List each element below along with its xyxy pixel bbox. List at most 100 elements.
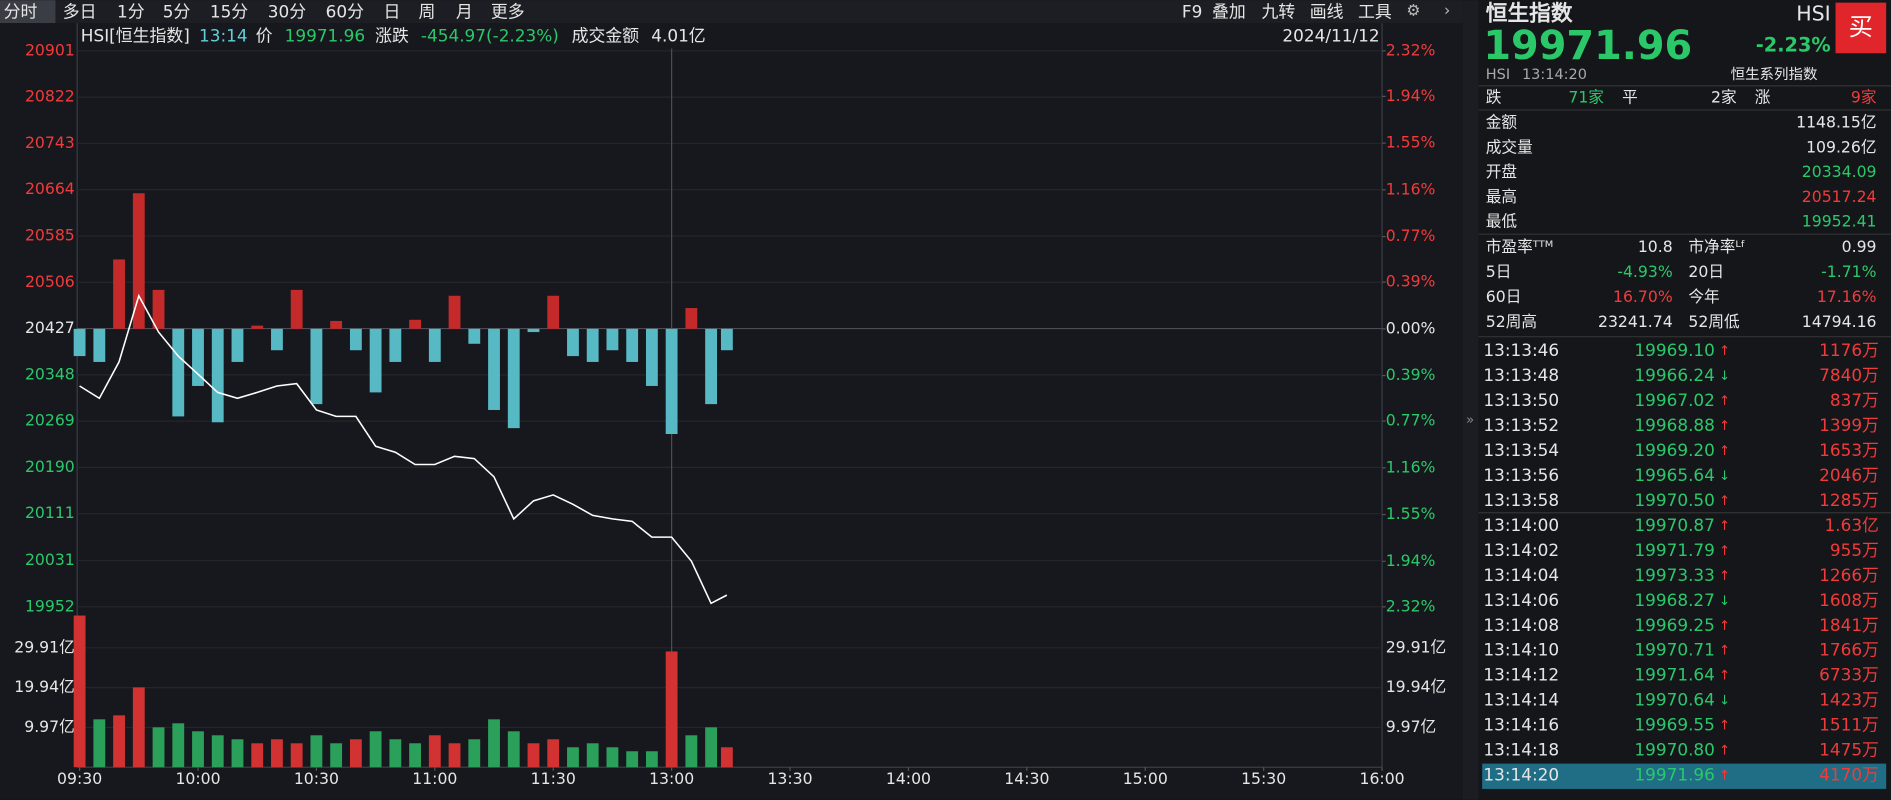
symbol: HSI[恒生指数] (81, 25, 190, 45)
change: -454.97(-2.23%) (421, 25, 559, 45)
stat-label: 开盘 (1486, 162, 1517, 181)
diff-bar (468, 328, 481, 344)
more-arrow[interactable]: › (1444, 1, 1450, 20)
trade-volume: 7840万 (1819, 365, 1879, 385)
x-tick-label: 10:30 (294, 769, 339, 788)
trade-arrow: ↑ (1719, 644, 1730, 659)
volume-bar (626, 751, 639, 768)
y2-tick-label: 1.55% (1386, 504, 1436, 523)
y-tick-label: 20031 (25, 550, 75, 569)
buy-button[interactable] (1835, 2, 1887, 54)
trade-volume: 1285万 (1819, 490, 1879, 510)
trade-price: 19970.50 (1634, 490, 1715, 510)
tool-button[interactable]: 工具 (1358, 1, 1392, 21)
index-price: 19971.96 (1483, 23, 1692, 69)
trade-arrow: ↑ (1719, 569, 1730, 584)
trade-time: 13:13:50 (1483, 390, 1559, 410)
y-tick-label: 19952 (25, 596, 75, 615)
stat-value: 1148.15亿 (1796, 113, 1876, 132)
volume-bar (606, 747, 619, 768)
y-tick-label: 20506 (25, 272, 75, 291)
price-label: 价 (256, 25, 273, 45)
trade-price: 19968.88 (1634, 415, 1715, 435)
trade-price: 19967.02 (1634, 390, 1715, 410)
trade-time: 13:14:20 (1483, 765, 1559, 785)
period-tab[interactable]: 5分 (163, 1, 191, 21)
trade-volume: 1.63亿 (1824, 515, 1878, 535)
trade-price: 19968.27 (1634, 590, 1715, 610)
ratio-value: 0.99 (1842, 237, 1877, 256)
series-name: 恒生系列指数 (1731, 66, 1818, 83)
volume-tick-label: 29.91亿 (14, 637, 74, 656)
diff-bar (488, 328, 500, 410)
volume-bar (231, 739, 244, 768)
period-tab[interactable]: 周 (418, 1, 435, 21)
breadth-value: 71家 (1568, 87, 1604, 106)
diff-bar (172, 328, 185, 417)
stat-label: 金额 (1486, 113, 1518, 132)
splitter[interactable] (1462, 0, 1479, 800)
ratio-label: 市盈率ᵀᵀᴹ (1486, 237, 1554, 256)
settings-icon[interactable]: ⚙ (1406, 1, 1420, 20)
diff-bar (547, 295, 560, 329)
chart-panel (0, 23, 1463, 800)
tool-button[interactable]: 叠加 (1212, 1, 1246, 21)
period-tab[interactable]: 15分 (210, 1, 248, 21)
diff-bar (409, 319, 422, 329)
tool-button[interactable]: 九转 (1261, 1, 1295, 21)
volume-tick-label: 9.97亿 (24, 717, 75, 736)
volume-tick-label: 19.94亿 (14, 677, 74, 696)
ratio-value: 10.8 (1638, 237, 1673, 256)
ratio-value: -1.71% (1821, 262, 1877, 281)
trade-volume: 2046万 (1819, 465, 1879, 485)
y2-tick-label: 0.77% (1386, 226, 1436, 245)
trade-time: 13:14:18 (1483, 740, 1559, 760)
trade-arrow: ↑ (1719, 344, 1730, 359)
period-tab[interactable]: 60分 (326, 1, 364, 21)
ratio-label: 今年 (1688, 287, 1719, 306)
ratio-label: 市净率ᴸᶠ (1688, 237, 1745, 256)
stat-value: 109.26亿 (1806, 137, 1876, 156)
diff-bar (507, 328, 520, 429)
trade-arrow: ↑ (1719, 744, 1730, 759)
y-tick-label: 20664 (25, 179, 75, 198)
trade-time: 13:14:14 (1483, 690, 1559, 710)
trade-time: 13:14:02 (1483, 540, 1559, 560)
period-tab[interactable]: 日 (384, 1, 401, 21)
trade-price: 19969.20 (1634, 440, 1715, 460)
trade-arrow: ↑ (1719, 494, 1730, 509)
trade-price: 19970.87 (1634, 515, 1715, 535)
period-tab[interactable]: 更多 (491, 1, 525, 21)
volume-bar (547, 739, 560, 768)
collapse-arrow[interactable]: » (1466, 413, 1474, 428)
y2-tick-label: 0.00% (1386, 318, 1436, 337)
y-tick-label: 20111 (25, 503, 75, 522)
diff-bar (586, 328, 599, 362)
diff-bar (152, 289, 165, 329)
tool-button[interactable]: F9 (1182, 1, 1202, 21)
stat-label: 最低 (1486, 212, 1518, 231)
period-tab[interactable]: 多日 (63, 1, 97, 21)
diff-bar (389, 328, 402, 362)
period-tab[interactable]: 月 (456, 1, 473, 21)
y-tick-label: 20901 (25, 40, 75, 59)
trade-time: 13:13:56 (1483, 465, 1559, 485)
diff-bar (93, 328, 106, 362)
trade-volume: 4170万 (1819, 765, 1879, 785)
stat-label: 成交量 (1486, 137, 1533, 156)
active-tab (0, 0, 56, 24)
y-tick-label: 20269 (25, 411, 75, 430)
trade-volume: 1399万 (1819, 415, 1879, 435)
trade-price: 19965.64 (1634, 465, 1715, 485)
volume-bar (720, 747, 733, 768)
period-tab[interactable]: 30分 (268, 1, 306, 21)
index-name: 恒生指数 (1486, 1, 1573, 27)
volume-bar (330, 743, 343, 768)
period-tab[interactable]: 分时 (4, 1, 38, 21)
trade-volume: 1653万 (1819, 440, 1879, 460)
volume-bar (152, 727, 165, 768)
tool-button[interactable]: 画线 (1310, 1, 1344, 21)
period-tab[interactable]: 1分 (117, 1, 145, 21)
ratio-value: 14794.16 (1802, 312, 1877, 331)
trade-price: 19969.25 (1634, 615, 1715, 635)
